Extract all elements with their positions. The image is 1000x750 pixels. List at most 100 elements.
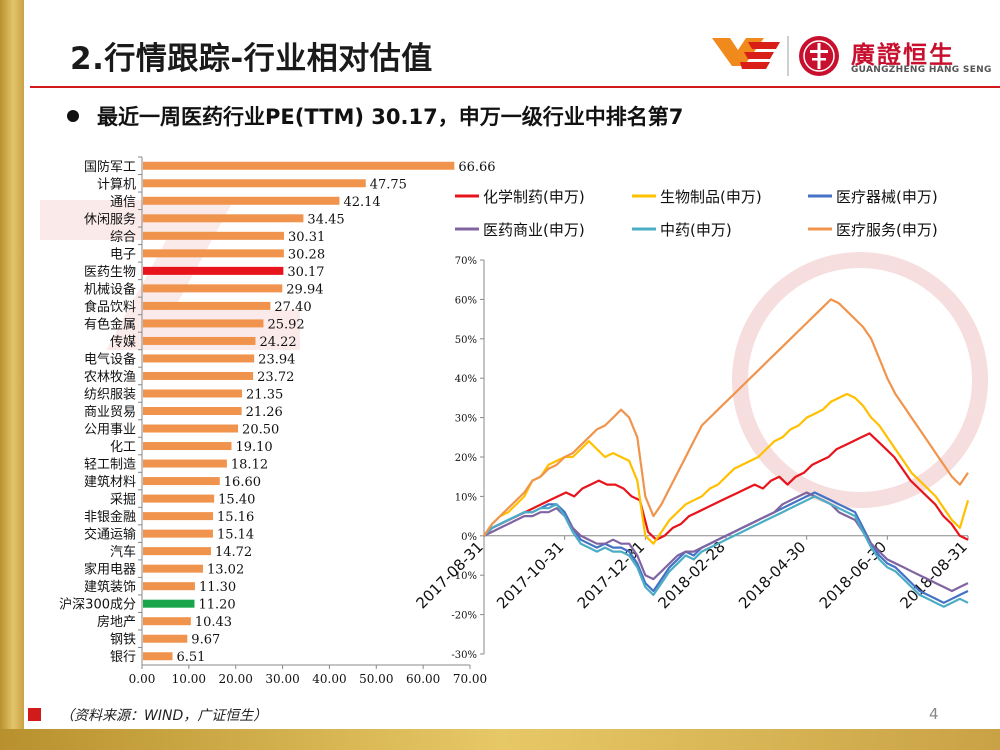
bar-27 [143,634,188,643]
bar-16 [143,442,232,451]
ye-logo-icon [712,38,780,69]
bar-category-label: 钢铁 [110,633,136,648]
bar-value-label: 27.40 [274,300,311,315]
bar-value-label: 30.31 [288,230,325,245]
bar-value-label: 21.35 [246,387,283,402]
bar-9 [143,319,264,328]
bar-value-label: 6.51 [177,650,206,665]
bar-25 [143,599,195,608]
bar-11 [143,354,255,363]
bar-category-label: 沪深300成分 [59,597,136,613]
bar-20 [143,512,214,521]
bar-category-label: 商业贸易 [84,405,136,420]
bar-category-label: 传媒 [110,335,136,350]
bar-6 [143,266,284,275]
line-y-tick-label: 60% [455,295,477,306]
source-marker-icon [28,708,41,721]
bar-23 [143,564,204,573]
series-line-1 [483,392,970,545]
bar-value-label: 25.92 [267,317,304,332]
bar-14 [143,407,242,415]
bar-x-tick-label: 60.00 [406,672,440,686]
bar-28 [143,652,173,661]
data-source: （资料来源：WIND，广证恒生） [60,708,268,724]
page-number: 4 [929,705,939,723]
line-x-tick-label: 2017-10-31 [493,538,567,612]
bar-18 [143,477,220,486]
line-y-tick-label: 40% [455,374,477,385]
bar-value-label: 23.94 [258,352,295,367]
bar-value-label: 24.22 [259,335,296,350]
bar-category-label: 采掘 [110,493,136,508]
bar-10 [143,336,256,345]
bar-value-label: 16.60 [224,475,261,490]
bar-x-tick-label: 20.00 [219,672,253,686]
bar-value-label: 15.16 [217,510,254,525]
bar-value-label: 18.12 [231,458,268,473]
line-x-tick-label: 2017-12-31 [574,538,648,612]
seal-logo-icon [799,36,839,76]
bar-value-label: 30.17 [287,265,324,280]
bar-x-tick-label: 30.00 [265,672,299,686]
bar-category-label: 休闲服务 [84,211,136,227]
bar-category-label: 化工 [110,440,136,455]
bar-value-label: 13.02 [207,563,244,578]
bar-category-label: 医药生物 [84,265,136,280]
bar-5 [143,249,284,258]
bar-8 [143,301,271,310]
bar-4 [143,231,285,240]
bar-category-label: 综合 [110,230,136,245]
bar-7 [143,284,283,293]
bar-category-label: 家用电器 [84,562,136,578]
bar-category-label: 计算机 [97,177,136,192]
line-y-tick-label: -20% [451,611,477,622]
line-y-tick-label: 0% [461,532,477,543]
legend-label: 医疗器械(申万) [836,188,938,206]
bar-x-tick-label: 70.00 [453,672,487,686]
bar-category-label: 有色金属 [84,316,136,332]
line-y-tick-label: 20% [455,453,477,464]
left-decorative-stripe [0,0,24,750]
bottom-decorative-band [0,729,1000,750]
bar-1 [143,179,366,188]
bar-value-label: 15.40 [218,493,255,508]
bar-category-label: 轻工制造 [84,458,136,473]
industry-pe-bar-chart: 0.00 10.00 20.00 30.00 40.00 50.00 60.00 70.00 国… [59,156,496,686]
bar-24 [143,582,195,591]
bar-12 [143,371,254,380]
line-y-tick-label: 70% [455,256,477,267]
bar-19 [143,494,215,503]
bar-value-label: 42.14 [343,195,380,210]
bar-category-label: 汽车 [110,544,136,560]
legend-label: 生物制品(申万) [660,188,762,206]
line-y-tick-label: -30% [451,650,477,661]
line-y-tick-label: 50% [455,335,477,346]
bar-0 [143,161,455,170]
bar-value-label: 11.20 [198,598,235,613]
bar-category-label: 电子 [110,247,136,262]
bar-x-tick-label: 10.00 [172,672,206,686]
line-x-tick-label: 2018-06-30 [816,538,890,612]
bar-x-tick-label: 40.00 [312,672,346,686]
line-y-tick-label: -10% [451,571,477,582]
brand-name-cn: 廣證恒生 [851,41,955,69]
series-line-5 [483,298,969,537]
line-y-tick-label: 10% [455,492,477,503]
line-x-tick-label: 2018-04-30 [735,538,809,612]
legend-label: 中药(申万) [660,221,732,239]
bar-category-label: 电气设备 [84,351,136,367]
bar-3 [143,214,304,223]
bar-category-label: 通信 [110,195,136,210]
bar-category-label: 银行 [110,650,136,665]
page-title: 2.行情跟踪-行业相对估值 [70,41,433,77]
line-y-tick-label: 30% [455,414,477,425]
subtitle: 最近一周医药行业PE(TTM) 30.17，申万一级行业中排名第7 [97,105,684,129]
bar-value-label: 66.66 [458,160,495,175]
bar-22 [143,547,211,556]
bar-value-label: 11.30 [199,580,236,595]
bar-category-label: 机械设备 [84,281,136,297]
bar-value-label: 47.75 [370,177,407,192]
bar-value-label: 19.10 [235,440,272,455]
bar-category-label: 国防军工 [84,159,136,175]
